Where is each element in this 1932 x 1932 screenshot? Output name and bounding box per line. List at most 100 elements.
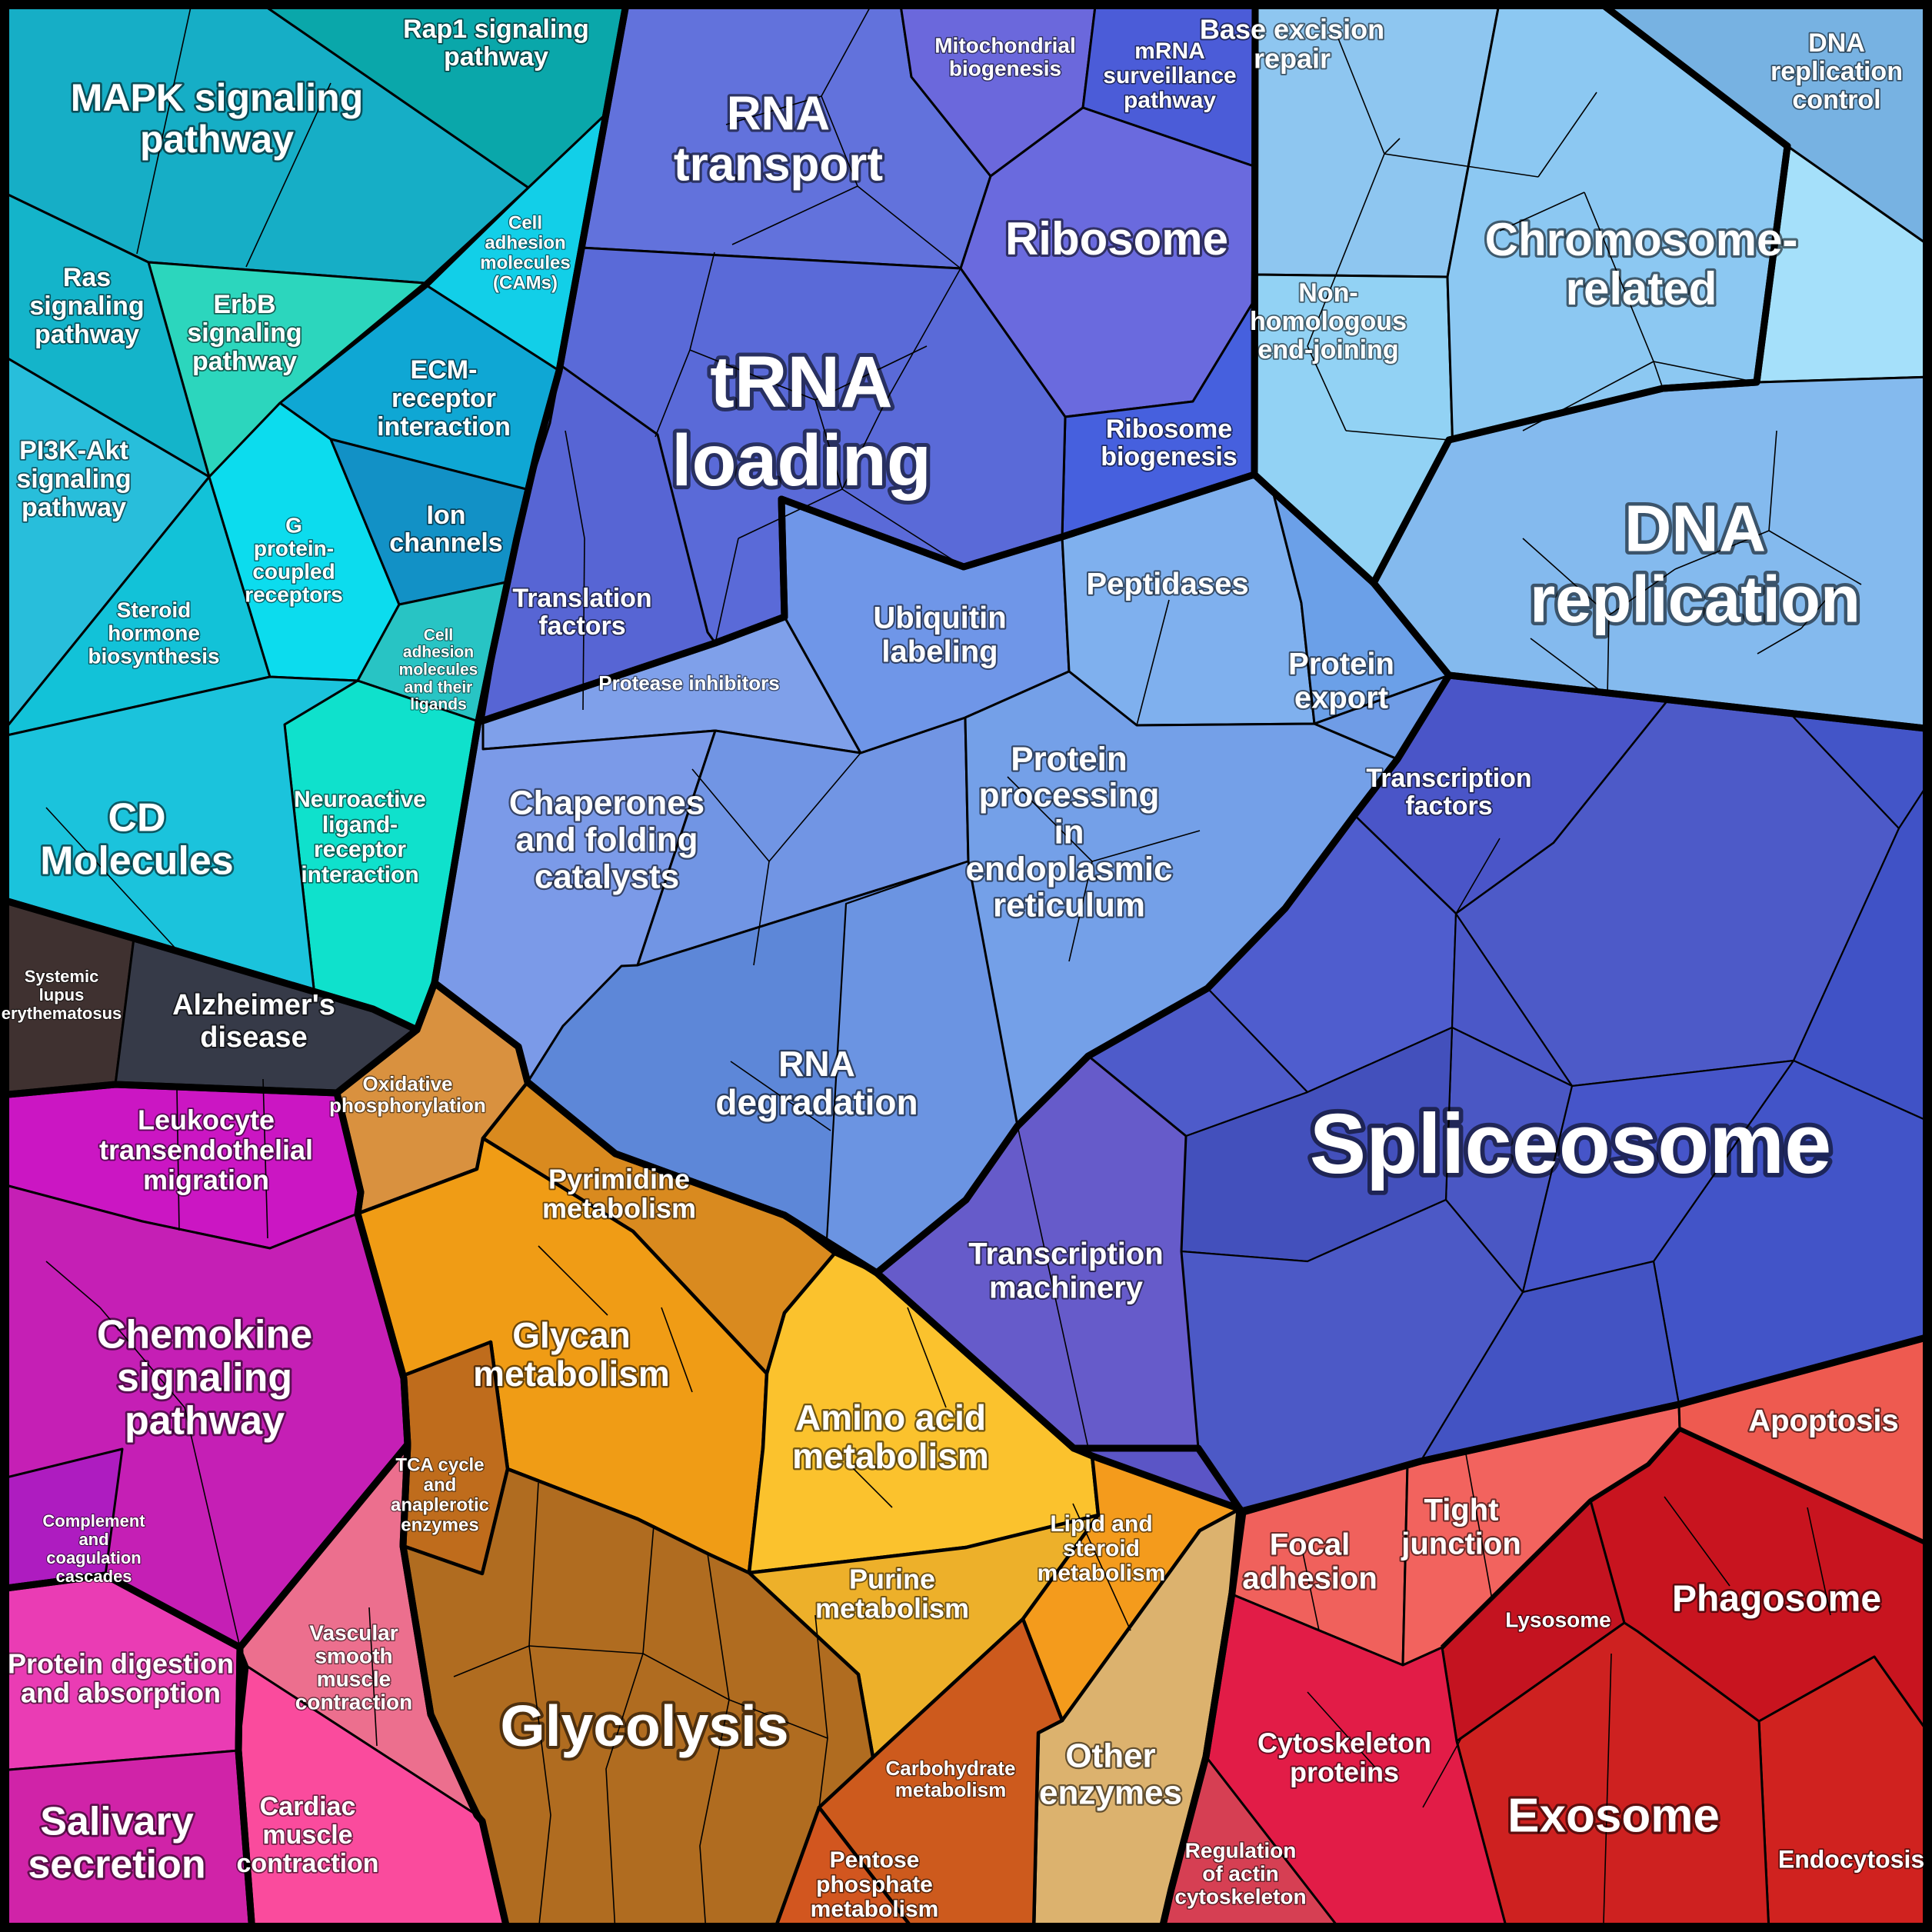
svg-text:contraction: contraction xyxy=(236,1849,378,1878)
svg-text:Amino acid: Amino acid xyxy=(795,1397,986,1437)
svg-text:metabolism: metabolism xyxy=(811,1897,939,1922)
svg-text:erythematosus: erythematosus xyxy=(2,1004,122,1023)
svg-text:signaling: signaling xyxy=(16,465,131,494)
svg-text:steroid: steroid xyxy=(1063,1536,1140,1561)
svg-text:phosphorylation: phosphorylation xyxy=(329,1094,486,1117)
svg-text:Complement: Complement xyxy=(42,1511,145,1531)
svg-text:Exosome: Exosome xyxy=(1507,1789,1720,1842)
svg-text:Cardiac: Cardiac xyxy=(260,1792,356,1821)
svg-text:DNA: DNA xyxy=(1624,492,1766,565)
svg-text:Pyrimidine: Pyrimidine xyxy=(548,1164,690,1195)
svg-text:interaction: interaction xyxy=(301,862,418,888)
svg-text:Peptidases: Peptidases xyxy=(1086,568,1248,601)
svg-text:adhesion: adhesion xyxy=(403,644,474,661)
svg-text:Lysosome: Lysosome xyxy=(1505,1607,1611,1631)
svg-text:DNA: DNA xyxy=(1808,28,1865,58)
svg-text:Protein: Protein xyxy=(1288,648,1394,681)
svg-text:muscle: muscle xyxy=(262,1820,352,1850)
svg-text:Salivary: Salivary xyxy=(40,1800,194,1844)
svg-text:replication: replication xyxy=(1530,563,1860,636)
svg-text:CD: CD xyxy=(108,796,165,841)
svg-text:metabolism: metabolism xyxy=(1038,1561,1166,1586)
svg-text:and their: and their xyxy=(405,679,473,697)
svg-text:anaplerotic: anaplerotic xyxy=(391,1494,489,1515)
svg-text:Steroid: Steroid xyxy=(117,598,191,621)
svg-text:and folding: and folding xyxy=(515,821,698,859)
svg-text:Apoptosis: Apoptosis xyxy=(1748,1404,1899,1438)
svg-text:of actin: of actin xyxy=(1202,1861,1279,1885)
svg-text:Non-: Non- xyxy=(1298,278,1357,308)
svg-text:metabolism: metabolism xyxy=(815,1593,969,1624)
svg-text:metabolism: metabolism xyxy=(542,1193,696,1224)
svg-text:Carbohydrate: Carbohydrate xyxy=(885,1757,1015,1780)
svg-text:export: export xyxy=(1294,681,1388,715)
svg-text:pathway: pathway xyxy=(1124,88,1216,113)
svg-text:RNA: RNA xyxy=(727,87,830,140)
svg-text:biogenesis: biogenesis xyxy=(1101,442,1237,471)
svg-text:signaling: signaling xyxy=(117,1356,292,1401)
svg-text:and absorption: and absorption xyxy=(21,1677,221,1709)
svg-text:tRNA: tRNA xyxy=(710,341,892,423)
svg-text:factors: factors xyxy=(538,611,625,641)
svg-text:ErbB: ErbB xyxy=(213,290,275,319)
svg-text:Base excision: Base excision xyxy=(1200,14,1384,45)
svg-text:Regulation: Regulation xyxy=(1185,1838,1297,1862)
svg-text:Oxidative: Oxidative xyxy=(362,1072,452,1095)
svg-text:reticulum: reticulum xyxy=(993,887,1145,924)
svg-text:hormone: hormone xyxy=(108,621,200,645)
svg-text:Protein digestion: Protein digestion xyxy=(8,1648,234,1680)
svg-text:Endocytosis: Endocytosis xyxy=(1778,1845,1924,1873)
svg-text:receptors: receptors xyxy=(245,582,343,606)
svg-text:Protease inhibitors: Protease inhibitors xyxy=(598,671,780,695)
svg-text:Transcription: Transcription xyxy=(1366,764,1531,793)
svg-text:ECM-: ECM- xyxy=(411,355,478,385)
svg-text:Other: Other xyxy=(1065,1737,1155,1775)
svg-text:Cell: Cell xyxy=(508,212,542,233)
svg-text:related: related xyxy=(1566,263,1717,315)
svg-text:Cytoskeleton: Cytoskeleton xyxy=(1257,1727,1431,1759)
svg-text:labeling: labeling xyxy=(881,635,998,669)
svg-text:Glycolysis: Glycolysis xyxy=(500,1694,788,1758)
svg-text:migration: migration xyxy=(143,1164,269,1196)
svg-text:degradation: degradation xyxy=(715,1082,918,1122)
svg-text:replication: replication xyxy=(1770,57,1903,86)
svg-text:ligand-: ligand- xyxy=(322,812,398,838)
svg-text:Spliceosome: Spliceosome xyxy=(1310,1097,1832,1191)
svg-text:receptor: receptor xyxy=(391,384,496,413)
svg-text:enzymes: enzymes xyxy=(401,1514,478,1535)
svg-text:secretion: secretion xyxy=(28,1843,205,1887)
svg-text:transendothelial: transendothelial xyxy=(99,1134,313,1166)
svg-text:ligands: ligands xyxy=(410,696,467,714)
svg-text:biogenesis: biogenesis xyxy=(949,56,1061,80)
svg-text:metabolism: metabolism xyxy=(895,1778,1007,1801)
svg-text:protein-: protein- xyxy=(254,536,334,560)
svg-text:Rap1 signaling: Rap1 signaling xyxy=(403,15,589,44)
svg-text:and: and xyxy=(78,1530,108,1549)
svg-text:coagulation: coagulation xyxy=(46,1548,141,1567)
svg-text:Leukocyte: Leukocyte xyxy=(138,1104,275,1136)
svg-text:pathway: pathway xyxy=(22,493,126,522)
svg-text:TCA cycle: TCA cycle xyxy=(395,1454,484,1475)
svg-text:end-joining: end-joining xyxy=(1257,335,1398,365)
svg-text:Translation: Translation xyxy=(512,584,651,613)
svg-text:Chromosome-: Chromosome- xyxy=(1485,214,1798,265)
svg-text:enzymes: enzymes xyxy=(1039,1774,1182,1812)
svg-text:interaction: interaction xyxy=(377,412,511,441)
svg-text:and: and xyxy=(424,1474,457,1495)
svg-text:Molecules: Molecules xyxy=(40,839,233,884)
svg-text:Systemic: Systemic xyxy=(25,967,99,986)
svg-text:metabolism: metabolism xyxy=(792,1436,989,1476)
svg-text:signaling: signaling xyxy=(29,291,144,321)
svg-text:Cell: Cell xyxy=(424,627,454,645)
svg-text:Alzheimer's: Alzheimer's xyxy=(172,989,335,1021)
svg-text:lupus: lupus xyxy=(39,985,85,1004)
svg-text:factors: factors xyxy=(1405,791,1492,821)
svg-text:Neuroactive: Neuroactive xyxy=(294,787,426,812)
svg-text:disease: disease xyxy=(200,1021,307,1054)
svg-text:proteins: proteins xyxy=(1290,1757,1399,1788)
svg-text:coupled: coupled xyxy=(252,559,335,583)
svg-text:in: in xyxy=(1054,814,1084,851)
svg-text:signaling: signaling xyxy=(187,318,301,348)
svg-text:catalysts: catalysts xyxy=(535,858,679,896)
svg-text:pathway: pathway xyxy=(444,42,548,72)
